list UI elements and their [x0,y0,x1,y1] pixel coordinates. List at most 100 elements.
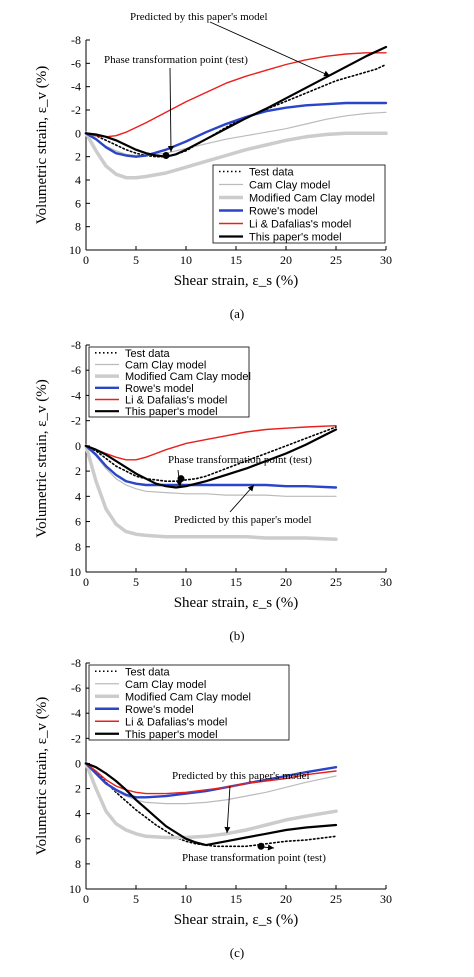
y-tick-label: 2 [75,782,81,796]
y-tick-label: 0 [75,439,81,453]
annotation-arrowhead [267,844,274,851]
annotation-label: Predicted by this paper's model [130,11,268,23]
y-tick-label: -8 [71,656,81,670]
y-tick-label: -8 [71,33,81,47]
x-tick-label: 15 [230,575,242,589]
x-tick-label: 20 [280,892,292,906]
y-tick-label: -6 [71,681,81,695]
y-tick-label: -8 [71,338,81,352]
y-tick-label: 4 [75,173,81,187]
series-line-5 [85,425,337,461]
legend-label: Rowe's model [125,383,194,395]
series-line-4 [84,101,388,158]
x-tick-label: 0 [83,892,89,906]
y-tick-label: 0 [75,756,81,770]
x-tick-label: 5 [133,253,139,267]
y-tick-label: -2 [71,731,81,745]
x-tick-label: 20 [280,253,292,267]
y-tick-label: -6 [71,363,81,377]
series-line-1 [85,63,387,158]
legend-label: Modified Cam Clay model [125,691,251,703]
x-tick-label: 25 [330,575,342,589]
legend-label: Li & Dafalias's model [125,716,227,728]
x-tick-label: 5 [133,575,139,589]
y-tick-label: -4 [71,80,81,94]
series-line-5 [85,762,337,795]
legend-label: This paper's model [125,729,218,741]
legend-frame [88,346,250,418]
legend-frame [212,164,386,244]
legend-label: Modified Cam Clay model [125,371,251,383]
legend-label: Modified Cam Clay model [249,193,375,205]
x-tick-label: 25 [330,892,342,906]
series-line-6 [84,762,338,847]
legend-label: Test data [125,348,171,360]
annotation-label: Predicted by this paper's model [174,514,312,526]
legend-label: This paper's model [249,232,342,244]
annotation-arrowhead [176,480,183,487]
x-tick-label: 30 [380,575,392,589]
annotation-arrowhead [224,826,231,833]
series-line-4 [84,762,338,799]
legend-label: This paper's model [125,406,218,418]
legend-label: Li & Dafalias's model [249,219,351,231]
annotation-arrow [209,21,331,77]
x-tick-label: 30 [380,253,392,267]
panel-label: (b) [229,628,244,643]
legend-label: Cam Clay model [249,180,330,192]
y-tick-label: 6 [75,196,81,210]
phase-transformation-marker [162,152,170,159]
series-line-1 [85,762,337,848]
y-tick-label: 4 [75,807,81,821]
legend-label: Rowe's model [125,704,194,716]
annotation-arrowhead [247,485,254,492]
chart-panel-3: 0 5 10 15 20 25 30 -8 -6 -4 -2 0 2 4 6 8 10 Shear strain,… [34,656,392,960]
annotation-arrow [226,785,231,834]
phase-transformation-marker [257,842,265,850]
y-axis-title: Volumetric strain, ε_v (%) [34,379,50,538]
annotation: Phase transformation point (test) [168,454,312,488]
y-tick-label: 6 [75,832,81,846]
x-tick-label: 10 [180,253,192,267]
annotation: Predicted by this paper's model [172,770,310,834]
series-line-6 [84,45,388,158]
x-axis-title: Shear strain, ε_s (%) [174,273,299,289]
x-tick-label: 0 [83,253,89,267]
y-axis-title: Volumetric strain, ε_v (%) [34,697,50,856]
x-axis-title: Shear strain, ε_s (%) [174,912,299,928]
series-line-3 [84,444,338,541]
legend-frame [88,664,290,741]
series-line-3 [84,761,338,840]
y-tick-label: 6 [75,515,81,529]
annotation-label: Phase transformation point (test) [168,454,312,466]
annotation-label: Predicted by this paper's model [172,770,310,782]
legend-label: Test data [249,167,295,179]
panel-label: (c) [230,945,244,960]
y-tick-label: -2 [71,103,81,117]
annotation-label: Phase transformation point (test) [182,852,326,864]
series-line-1 [85,426,337,482]
y-tick-label: 10 [69,565,81,579]
annotation-arrow [169,67,172,153]
chart-panel-2: 0 5 10 15 20 25 30 -8 -6 -4 -2 0 2 4 6 8 10 Shear strain,… [34,338,392,643]
annotation-arrowhead [167,145,174,152]
y-tick-label: -4 [71,388,81,402]
series-line-6 [84,428,338,489]
series-line-2 [85,445,337,497]
series-line-5 [85,52,387,138]
y-tick-label: 2 [75,464,81,478]
y-tick-label: 8 [75,540,81,554]
series-line-4 [84,444,338,489]
y-tick-label: -2 [71,414,81,428]
series-line-3 [84,131,388,180]
phase-transformation-marker [177,475,185,483]
legend-label: Test data [125,666,171,678]
annotation-label: Phase transformation point (test) [104,54,248,66]
y-tick-label: 8 [75,857,81,871]
x-tick-label: 20 [280,575,292,589]
x-tick-label: 5 [133,892,139,906]
x-tick-label: 15 [230,892,242,906]
